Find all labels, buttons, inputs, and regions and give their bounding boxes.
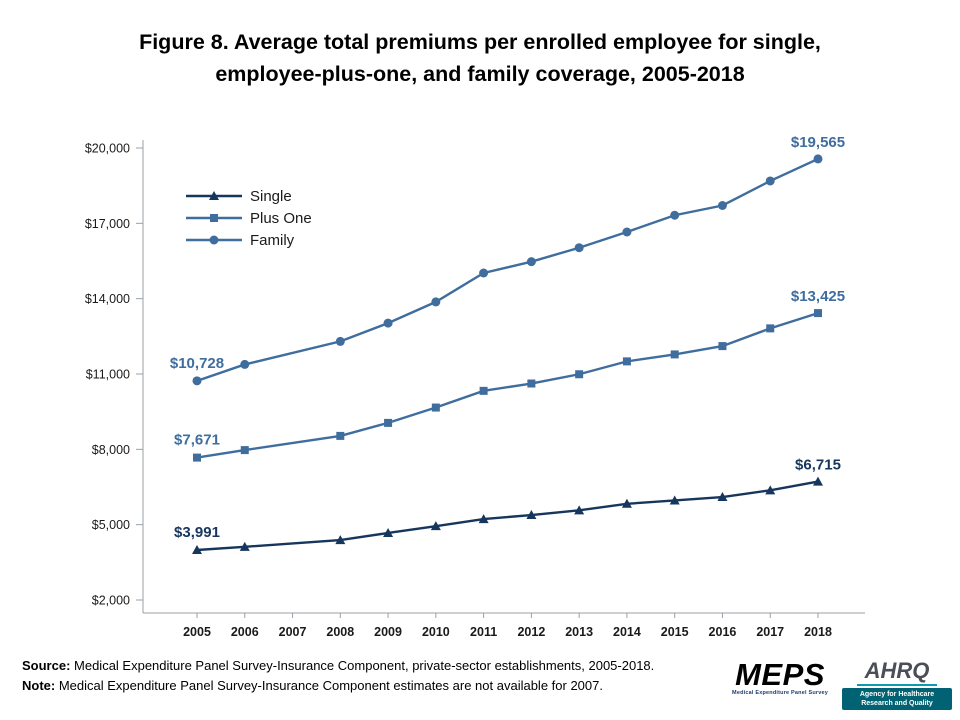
series-marker-plus-one <box>240 446 249 455</box>
x-tick-label: 2017 <box>756 625 784 639</box>
source-label: Source: <box>22 658 71 673</box>
x-tick-label: 2010 <box>422 625 450 639</box>
series-marker-plus-one <box>431 403 440 412</box>
figure-title: Figure 8. Average total premiums per enr… <box>139 30 821 87</box>
first-value-label: $3,991 <box>174 524 220 541</box>
note-text: Medical Expenditure Panel Survey-Insuran… <box>55 678 603 694</box>
meps-logo-text: MEPS <box>735 657 825 692</box>
legend-label: Plus One <box>250 210 312 227</box>
ahrq-logo-subtitle: Agency for Healthcare Research and Quali… <box>842 688 952 711</box>
series-marker-plus-one <box>622 357 631 366</box>
series-marker-family <box>240 359 250 369</box>
legend-marker <box>210 214 218 222</box>
legend-label: Single <box>250 188 292 205</box>
x-tick-label: 2012 <box>517 625 545 639</box>
y-tick-label: $17,000 <box>85 217 130 231</box>
series-marker-single <box>574 505 585 515</box>
series-marker-family <box>383 318 393 328</box>
y-tick-label: $5,000 <box>92 518 130 532</box>
series-marker-plus-one <box>479 386 488 395</box>
series-marker-plus-one <box>527 379 536 388</box>
series-marker-plus-one <box>670 350 679 359</box>
series-marker-single <box>335 535 346 545</box>
legend-marker <box>209 191 219 200</box>
series-marker-single <box>765 485 776 495</box>
footer-notes: Source: Medical Expenditure Panel Survey… <box>22 656 654 696</box>
first-value-label: $10,728 <box>170 355 224 372</box>
series-marker-single <box>621 498 632 508</box>
y-tick-label: $11,000 <box>86 368 130 382</box>
ahrq-logo: AHRQ Agency for Healthcare Research and … <box>842 660 952 711</box>
series-marker-single <box>526 510 537 520</box>
ahrq-logo-text: AHRQ <box>856 660 938 686</box>
series-marker-family <box>526 257 536 267</box>
y-tick-label: $20,000 <box>85 142 130 156</box>
meps-logo-subtitle: Medical Expenditure Panel Survey <box>732 690 828 697</box>
source-text: Medical Expenditure Panel Survey-Insuran… <box>70 658 655 673</box>
series-marker-family <box>192 376 202 386</box>
x-tick-label: 2009 <box>374 625 402 639</box>
x-tick-label: 2016 <box>709 625 737 639</box>
x-tick-label: 2006 <box>231 625 259 639</box>
series-marker-family <box>813 154 823 164</box>
series-marker-family <box>670 210 680 220</box>
x-tick-label: 2013 <box>565 625 593 639</box>
first-value-label: $7,671 <box>174 432 220 449</box>
last-value-label: $19,565 <box>791 134 845 151</box>
series-marker-plus-one <box>766 324 775 333</box>
series-marker-plus-one <box>814 309 822 318</box>
y-tick-label: $14,000 <box>85 292 130 306</box>
series-marker-family <box>431 297 441 307</box>
series-marker-family <box>574 243 584 253</box>
x-tick-label: 2018 <box>804 625 832 639</box>
series-marker-single <box>813 476 823 486</box>
series-marker-family <box>335 336 345 346</box>
x-tick-label: 2005 <box>183 625 211 639</box>
logos: MEPS Medical Expenditure Panel Survey AH… <box>732 657 952 711</box>
source-line: Source: Medical Expenditure Panel Survey… <box>22 656 654 676</box>
series-line-single <box>196 480 819 552</box>
note-line: Note: Medical Expenditure Panel Survey-I… <box>22 676 654 696</box>
series-marker-plus-one <box>575 370 584 379</box>
series-marker-single <box>383 527 394 537</box>
series-marker-single <box>669 495 680 505</box>
series-marker-family <box>479 268 489 278</box>
series-marker-plus-one <box>384 418 393 427</box>
last-value-label: $6,715 <box>795 457 841 474</box>
x-tick-label: 2011 <box>470 625 497 639</box>
y-tick-label: $2,000 <box>92 594 130 608</box>
x-tick-label: 2014 <box>613 625 641 639</box>
series-marker-plus-one <box>336 431 345 440</box>
series-marker-single <box>478 514 489 524</box>
series-marker-plus-one <box>718 342 727 351</box>
x-tick-label: 2007 <box>279 625 307 639</box>
series-marker-single <box>430 521 441 531</box>
series-marker-single <box>717 492 728 502</box>
legend-marker <box>209 235 219 245</box>
series-marker-family <box>622 227 632 237</box>
x-tick-label: 2015 <box>661 625 689 639</box>
last-value-label: $13,425 <box>791 288 845 305</box>
meps-logo: MEPS Medical Expenditure Panel Survey <box>732 657 828 697</box>
y-tick-label: $8,000 <box>92 443 130 457</box>
series-line-plus-one <box>196 311 819 459</box>
series-marker-plus-one <box>193 453 201 462</box>
note-label: Note: <box>22 678 56 694</box>
series-marker-family <box>765 176 775 186</box>
series-marker-single <box>192 545 202 555</box>
series-marker-family <box>717 201 727 211</box>
legend-label: Family <box>250 232 295 249</box>
series-marker-single <box>239 541 250 551</box>
x-tick-label: 2008 <box>326 625 354 639</box>
